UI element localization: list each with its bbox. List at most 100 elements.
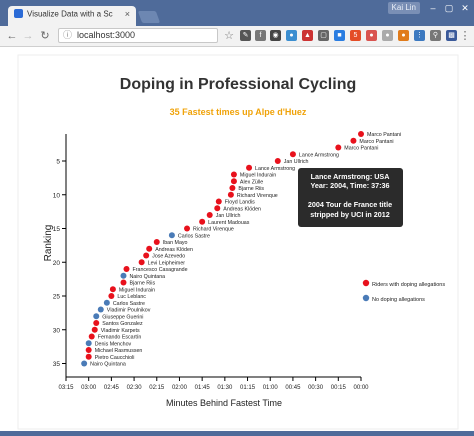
data-point (230, 171, 237, 178)
y-tick-label: 30 (53, 327, 61, 334)
extension-gray-icon[interactable]: ● (382, 30, 393, 41)
point-label: Luc Leblanc (117, 294, 146, 300)
point-label: Carlos Sastre (178, 233, 210, 239)
extension-html5-icon[interactable]: 5 (350, 30, 361, 41)
data-point (91, 326, 98, 333)
menu-icon[interactable]: ⋮ (459, 30, 471, 42)
url-text: localhost:3000 (77, 30, 136, 40)
data-point (153, 239, 160, 245)
extension-blue-icon[interactable]: ● (286, 30, 297, 41)
point-label: Bjarne Riis (238, 186, 264, 192)
point-label: Levi Leipheimer (148, 260, 186, 266)
tooltip: Lance Armstrong: USA Year: 2004, Time: 3… (298, 168, 403, 227)
data-point (120, 272, 127, 279)
point-label: Jose Azevedo (152, 254, 185, 260)
data-point (143, 252, 150, 259)
x-tick-label: 02:30 (127, 385, 143, 391)
point-label: Fernando Escartín (98, 335, 142, 341)
page-info-icon: ⓘ (63, 30, 73, 40)
extension-orange-icon[interactable]: ● (398, 30, 409, 41)
y-tick-label: 5 (56, 159, 60, 166)
point-label: Andreas Klöden (155, 247, 193, 253)
y-tick-label: 10 (53, 192, 61, 199)
chart-title: Doping in Professional Cycling (120, 76, 356, 93)
point-label: Floyd Landis (225, 200, 255, 206)
back-icon[interactable]: ← (6, 30, 18, 42)
chart-axes: 03:15 03:00 02:45 02:30 02:15 02:00 01:45 01:30… (53, 134, 369, 391)
data-point (97, 306, 104, 313)
point-label: Marco Pantani (344, 146, 378, 152)
data-point (109, 286, 116, 293)
data-point (274, 158, 281, 164)
x-tick-label: 00:30 (308, 385, 324, 391)
data-point (88, 333, 95, 340)
point-label: Michael Rasmussen (95, 348, 143, 354)
extension-search-icon[interactable]: ⚲ (430, 30, 441, 41)
x-tick-label: 01:00 (263, 385, 279, 391)
browser-tab[interactable]: Visualize Data with a Sc × (8, 6, 136, 26)
data-point (93, 313, 100, 320)
point-label: Giuseppe Guerini (102, 314, 143, 320)
point-label: Marco Pantani (367, 132, 401, 138)
data-point (246, 164, 253, 171)
legend-doping-label: Riders with doping allegations (372, 282, 445, 288)
point-label: Andreas Klöden (223, 206, 261, 212)
profile-button[interactable]: Kai Lin (387, 2, 420, 14)
data-point (229, 185, 236, 191)
data-point (85, 340, 92, 347)
data-point (230, 178, 237, 185)
point-label: Nairo Quintana (129, 274, 165, 280)
data-point (85, 353, 92, 360)
star-icon[interactable]: ☆ (224, 30, 234, 42)
point-label: Richard Virenque (193, 227, 234, 233)
reload-icon[interactable]: ↻ (40, 30, 50, 42)
extension-font-icon[interactable]: f (255, 30, 266, 41)
point-label: Richard Virenque (237, 193, 278, 199)
data-point (215, 198, 222, 205)
title-bar: Visualize Data with a Sc × Kai Lin – ▢ ✕ (0, 0, 474, 26)
data-point (206, 212, 213, 218)
legend-no-doping-swatch (362, 294, 370, 302)
extension-red-icon[interactable]: ● (366, 30, 377, 41)
point-label: Jan Ullrich (216, 213, 241, 219)
y-tick-label: 35 (53, 361, 61, 368)
minimize-icon[interactable]: – (430, 3, 436, 13)
point-label: Marco Pantani (359, 139, 393, 145)
extension-eye-icon[interactable]: ◉ (270, 30, 281, 41)
extension-blue2-icon[interactable]: ■ (334, 30, 345, 41)
data-point (103, 299, 110, 306)
point-label: Francesco Casagrande (133, 267, 188, 273)
close-window-icon[interactable]: ✕ (461, 3, 469, 13)
x-tick-label: 00:00 (353, 385, 369, 391)
address-bar[interactable]: ⓘ localhost:3000 (58, 28, 218, 43)
point-label: Bjarne Riis (129, 281, 155, 287)
point-label: Miguel Indurain (240, 173, 276, 179)
legend-no-doping-label: No doping allegations (372, 297, 425, 303)
point-label: Lance Armstrong (255, 166, 295, 172)
tab-close-icon[interactable]: × (124, 9, 130, 19)
data-point (93, 320, 100, 326)
x-tick-label: 02:00 (172, 385, 188, 391)
extension-dots-icon[interactable]: ⋮ (414, 30, 425, 41)
browser-toolbar: ← → ↻ ⓘ localhost:3000 ☆ ✎ f ◉ ● ▲ ▢ ■ 5… (0, 26, 474, 47)
chart-subtitle: 35 Fastest times up Alpe d'Huez (170, 107, 307, 117)
x-tick-label: 00:45 (285, 385, 301, 391)
forward-icon[interactable]: → (22, 30, 34, 42)
point-label: Vladimir Karpets (101, 328, 140, 334)
extension-shield-icon[interactable]: ▲ (302, 30, 313, 41)
data-point (335, 144, 342, 151)
extension-box2-icon[interactable]: ▩ (446, 30, 457, 41)
y-tick-label: 20 (53, 260, 61, 267)
page-viewport: Doping in Professional Cycling 35 Fastes… (0, 47, 474, 431)
extension-pen-icon[interactable]: ✎ (240, 30, 251, 41)
data-point (120, 279, 127, 286)
scatter-chart: Doping in Professional Cycling 35 Fastes… (17, 54, 459, 430)
data-point (184, 225, 191, 232)
point-label: Carlos Sastre (113, 301, 145, 307)
new-tab-button[interactable] (137, 11, 161, 23)
tooltip-box (298, 168, 403, 227)
y-tick-label: 15 (53, 226, 61, 233)
extension-box-icon[interactable]: ▢ (318, 30, 329, 41)
maximize-icon[interactable]: ▢ (444, 3, 454, 13)
